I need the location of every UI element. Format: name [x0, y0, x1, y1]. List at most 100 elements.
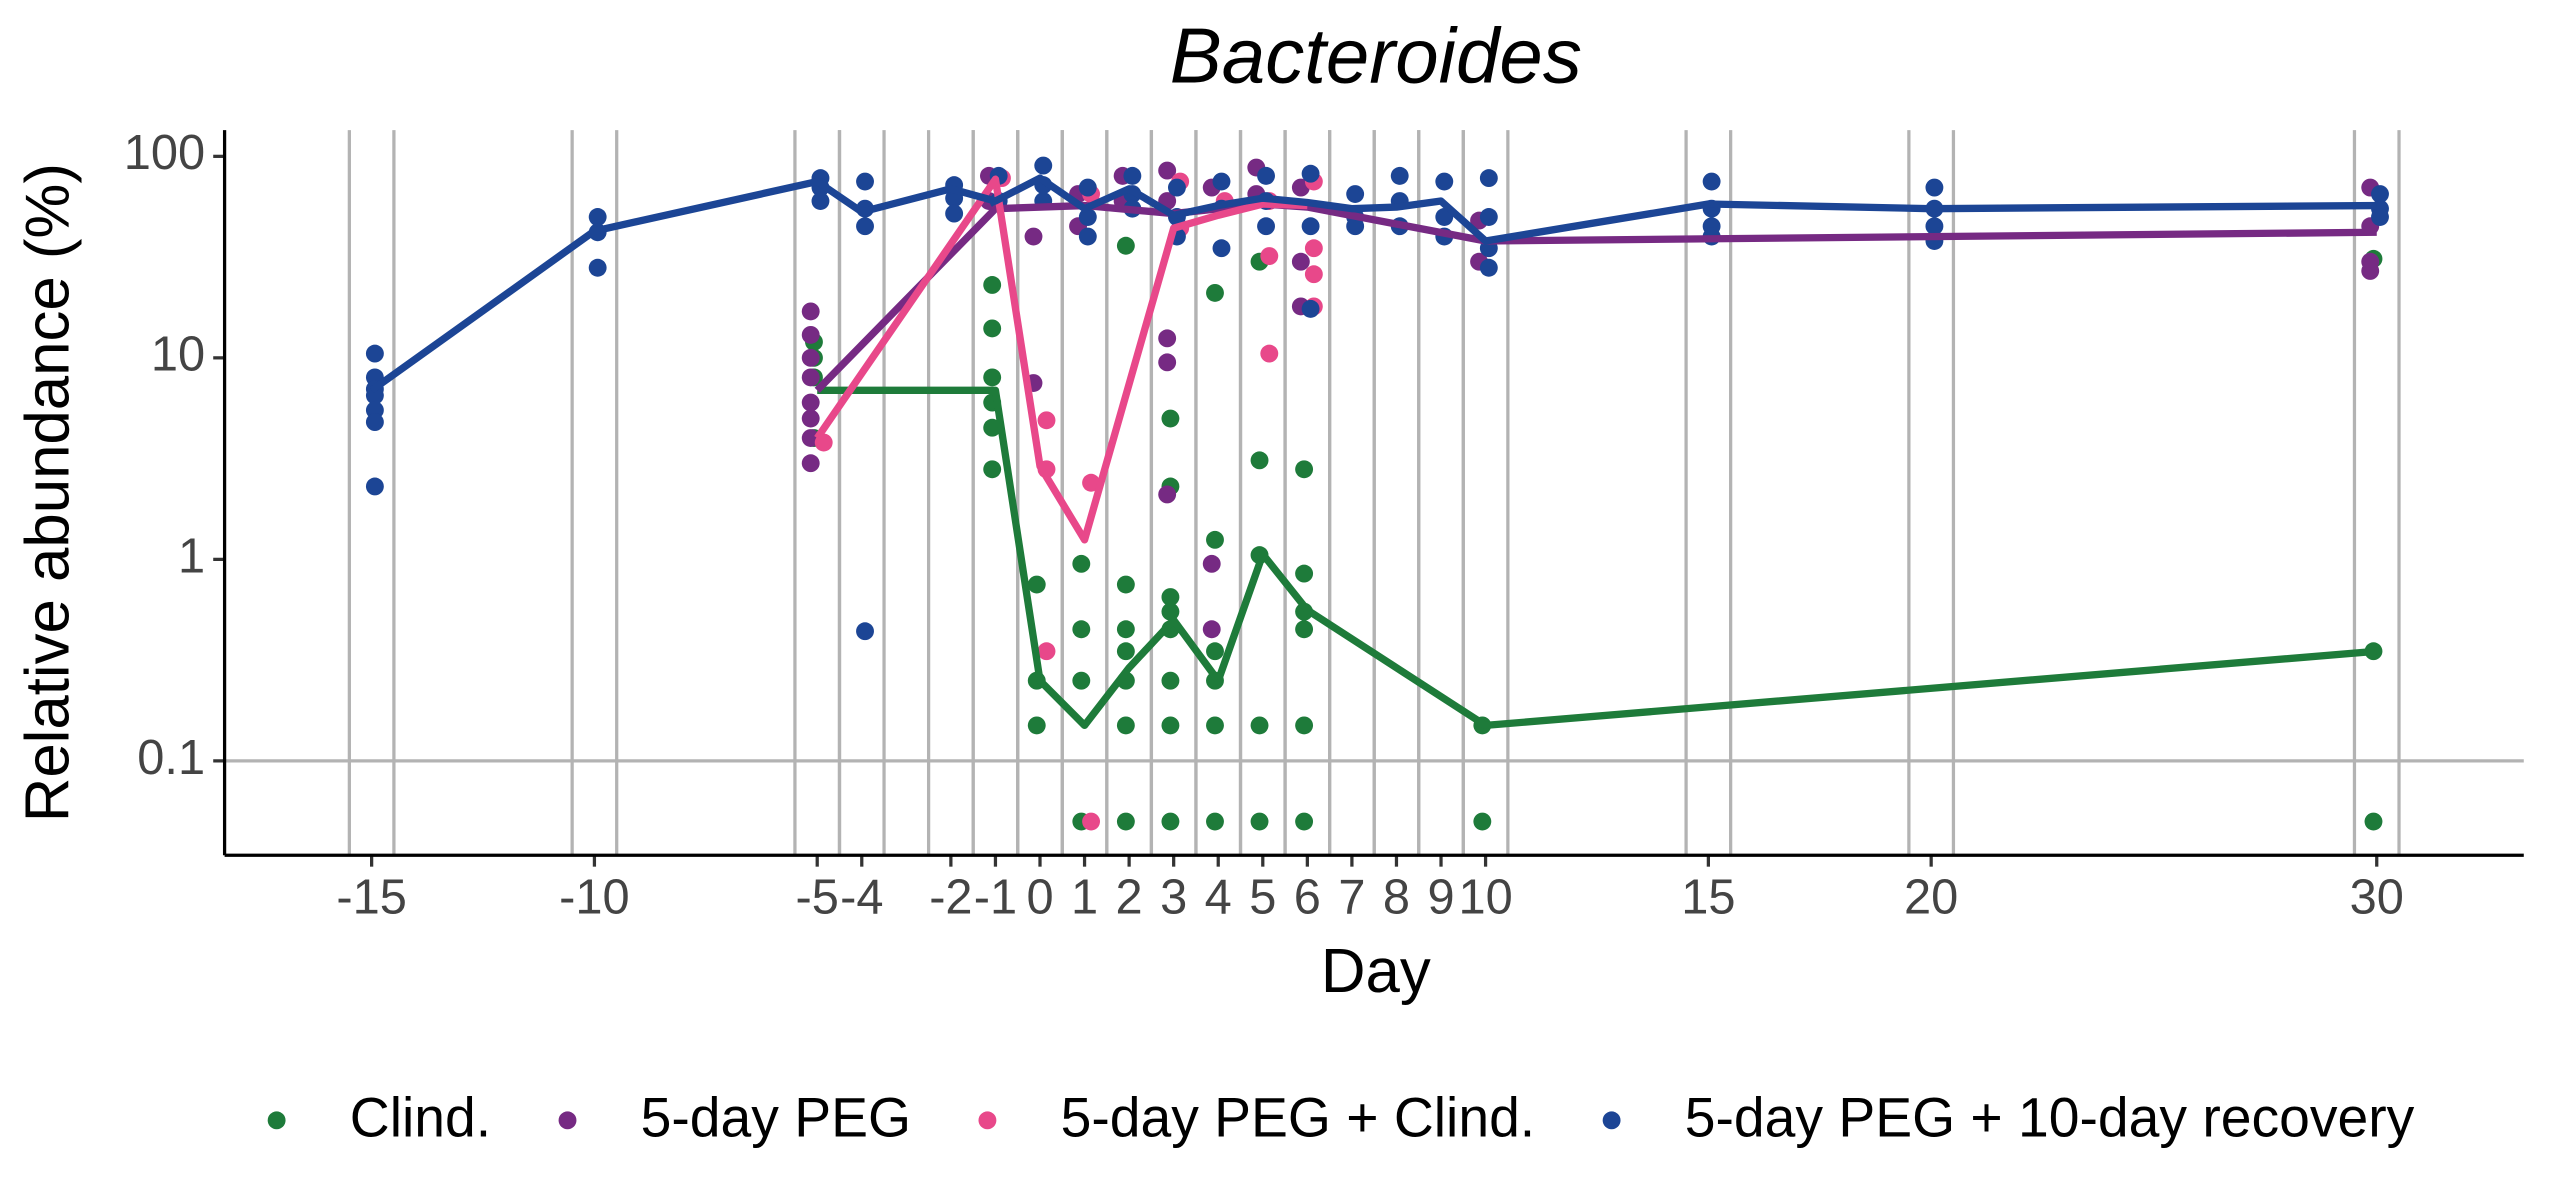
data-point [1702, 172, 1721, 191]
x-tick-label: 30 [2350, 871, 2404, 925]
data-point [983, 368, 1002, 387]
x-axis-title: Day [1321, 937, 1431, 1006]
data-point [2364, 812, 2383, 831]
x-tick-label: -5 [796, 871, 839, 925]
x-tick-label: 10 [1458, 871, 1512, 925]
data-point [801, 348, 820, 367]
data-point [1291, 252, 1310, 271]
data-point [1206, 716, 1224, 735]
data-point [856, 172, 874, 191]
data-point [1250, 716, 1269, 735]
data-point [1116, 236, 1135, 255]
data-point [1206, 812, 1224, 831]
data-point [2371, 185, 2389, 203]
legend-marker [558, 1111, 577, 1130]
data-point [1260, 247, 1279, 266]
legend-label: Clind. [350, 1087, 491, 1149]
data-point [1301, 299, 1320, 318]
x-tick-label: 9 [1427, 871, 1454, 925]
y-tick-label: 1 [178, 529, 205, 583]
legend-label: 5-day PEG + 10-day recovery [1685, 1087, 2415, 1149]
data-point [1123, 166, 1142, 185]
data-point [1295, 460, 1314, 479]
data-point [1116, 812, 1135, 831]
data-point [1161, 588, 1180, 607]
data-point [1479, 169, 1498, 188]
data-point [365, 386, 384, 405]
data-point [1304, 239, 1323, 258]
data-point [1082, 473, 1101, 492]
data-point [1346, 217, 1365, 236]
data-point [1390, 166, 1409, 185]
data-point [1034, 156, 1053, 175]
data-point [1295, 716, 1314, 735]
data-point [1479, 258, 1498, 277]
x-tick-label: 20 [1904, 871, 1958, 925]
data-point [801, 409, 820, 428]
data-point [2371, 208, 2389, 226]
data-point [856, 622, 874, 641]
data-point [1206, 642, 1224, 661]
data-point [1116, 620, 1135, 639]
data-point [1257, 166, 1275, 185]
data-point [1161, 671, 1180, 690]
legend: Clind. 5-day PEG 5-day PEG + Clind. 5-day P… [267, 1087, 2415, 1149]
data-point [1078, 227, 1097, 246]
data-point [1161, 812, 1180, 831]
data-point [1473, 812, 1492, 831]
y-tick-label: 0.1 [137, 731, 205, 785]
data-point [811, 192, 830, 210]
data-point [1158, 485, 1177, 504]
data-point [1078, 178, 1097, 197]
data-point [1158, 329, 1177, 348]
data-point [1260, 344, 1279, 363]
y-tick-label: 100 [124, 126, 205, 180]
data-point [801, 368, 820, 387]
data-point [983, 418, 1002, 437]
data-point [1295, 564, 1314, 583]
data-point [1024, 227, 1043, 246]
data-point [1027, 575, 1046, 594]
series-line [814, 175, 1308, 544]
data-point [1161, 716, 1180, 735]
data-point [2361, 261, 2380, 280]
x-tick-label: 6 [1294, 871, 1321, 925]
x-tick-label: 0 [1026, 871, 1053, 925]
data-point [1250, 812, 1269, 831]
data-point [945, 204, 964, 223]
data-point [801, 325, 820, 344]
data-point [1161, 602, 1180, 621]
data-point [1037, 642, 1056, 661]
data-point [1301, 164, 1320, 183]
data-point [1301, 217, 1320, 236]
data-point [1295, 812, 1314, 831]
data-point [1479, 208, 1498, 226]
data-point [1202, 620, 1221, 639]
legend-marker [267, 1111, 286, 1130]
data-point [1072, 671, 1091, 690]
x-tick-label: -1 [974, 871, 1017, 925]
data-point [365, 477, 384, 496]
data-point [1925, 217, 1944, 236]
legend-marker [978, 1111, 997, 1130]
data-point [983, 276, 1002, 294]
legend-label: 5-day PEG + Clind. [1061, 1087, 1536, 1149]
data-point [1116, 716, 1135, 735]
x-tick-label: -4 [840, 871, 883, 925]
y-axis-title: Relative abundance (%) [14, 163, 83, 822]
x-tick-label: 7 [1338, 871, 1365, 925]
data-point [801, 393, 820, 412]
x-tick-label: 4 [1205, 871, 1232, 925]
data-point [1435, 172, 1454, 191]
data-point [1295, 620, 1314, 639]
data-point [1158, 353, 1177, 372]
data-point [1304, 265, 1323, 284]
data-point [588, 208, 607, 226]
data-point [983, 460, 1002, 479]
x-tick-label: -10 [559, 871, 629, 925]
x-tick-label: 15 [1681, 871, 1735, 925]
data-point [856, 217, 874, 236]
plot-area [365, 156, 2389, 831]
